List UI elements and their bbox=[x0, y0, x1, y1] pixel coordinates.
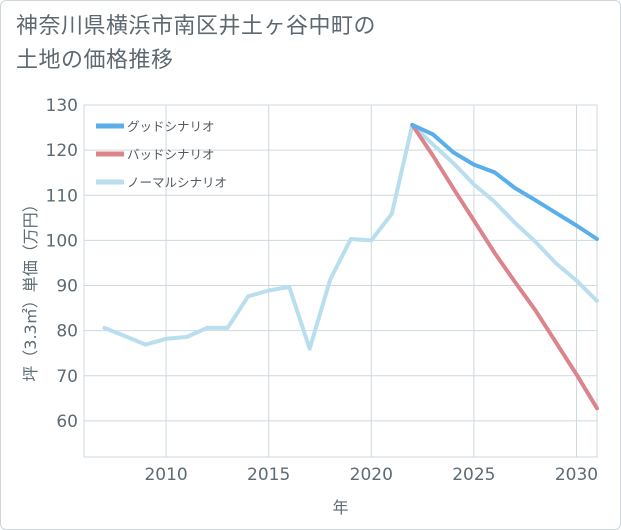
y-tick-label: 70 bbox=[56, 367, 78, 387]
x-tick-label: 2030 bbox=[555, 465, 598, 485]
page-title: 神奈川県横浜市南区井土ヶ谷中町の 土地の価格推移 bbox=[16, 14, 377, 73]
x-axis-ticks: 2010 2015 2020 2025 2030 bbox=[144, 465, 598, 485]
series-lines bbox=[102, 122, 599, 411]
legend-label: バッドシナリオ bbox=[127, 147, 215, 162]
series-line-bad bbox=[410, 122, 599, 411]
y-tick-label: 130 bbox=[46, 96, 78, 116]
y-axis-ticks: 60 70 80 90 100 110 120 130 bbox=[46, 96, 78, 432]
y-tick-label: 80 bbox=[56, 322, 78, 342]
y-tick-label: 60 bbox=[56, 412, 78, 432]
x-axis-title: 年 bbox=[332, 498, 348, 517]
series-line-normal bbox=[102, 122, 599, 351]
y-tick-label: 110 bbox=[46, 186, 78, 206]
y-tick-label: 90 bbox=[56, 277, 78, 297]
x-tick-label: 2025 bbox=[452, 465, 495, 485]
x-tick-label: 2010 bbox=[144, 465, 187, 485]
x-tick-label: 2020 bbox=[350, 465, 393, 485]
legend-label: グッドシナリオ bbox=[127, 119, 215, 134]
y-tick-label: 100 bbox=[46, 231, 78, 251]
y-axis-title: 坪（3.3㎡）単価（万円） bbox=[21, 196, 40, 381]
x-tick-label: 2015 bbox=[247, 465, 290, 485]
series-line-good bbox=[410, 122, 599, 241]
legend-label: ノーマルシナリオ bbox=[127, 175, 227, 190]
y-tick-label: 120 bbox=[46, 141, 78, 161]
